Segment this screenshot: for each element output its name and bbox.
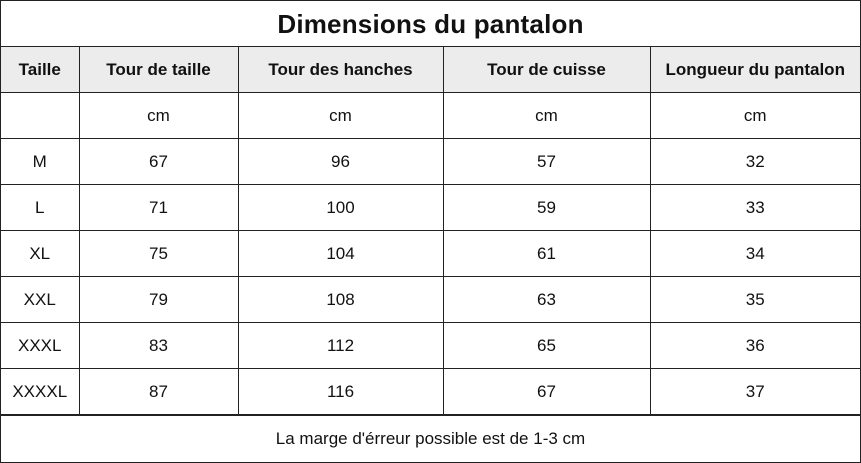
hips-cell: 100 — [237, 184, 444, 231]
waist-cell: 83 — [78, 322, 239, 369]
unit-cell: cm — [649, 92, 860, 139]
size-cell: XXXL — [1, 322, 80, 369]
header-row: Taille Tour de taille Tour des hanches T… — [1, 47, 860, 93]
hips-cell: 108 — [237, 276, 444, 323]
hips-cell: 116 — [237, 368, 444, 415]
header-waist: Tour de taille — [78, 47, 239, 93]
length-cell: 37 — [649, 368, 860, 415]
length-cell: 33 — [649, 184, 860, 231]
thigh-cell: 57 — [442, 138, 651, 185]
waist-cell: 71 — [78, 184, 239, 231]
unit-cell — [1, 92, 80, 139]
error-margin-note: La marge d'érreur possible est de 1-3 cm — [1, 415, 860, 462]
size-cell: XL — [1, 230, 80, 277]
thigh-cell: 61 — [442, 230, 651, 277]
hips-cell: 96 — [237, 138, 444, 185]
unit-cell: cm — [237, 92, 444, 139]
size-cell: L — [1, 184, 80, 231]
size-cell: XXXXL — [1, 368, 80, 415]
waist-cell: 75 — [78, 230, 239, 277]
waist-cell: 87 — [78, 368, 239, 415]
length-cell: 34 — [649, 230, 860, 277]
chart-title: Dimensions du pantalon — [1, 1, 860, 47]
size-cell: M — [1, 138, 80, 185]
table-row: L 71 100 59 33 — [1, 184, 860, 231]
waist-cell: 67 — [78, 138, 239, 185]
header-hips: Tour des hanches — [237, 47, 444, 93]
table-row: XL 75 104 61 34 — [1, 230, 860, 277]
size-cell: XXL — [1, 276, 80, 323]
header-size: Taille — [1, 47, 80, 93]
thigh-cell: 65 — [442, 322, 651, 369]
table-row: XXXL 83 112 65 36 — [1, 322, 860, 369]
thigh-cell: 63 — [442, 276, 651, 323]
table-row: XXXXL 87 116 67 37 — [1, 368, 860, 415]
hips-cell: 104 — [237, 230, 444, 277]
length-cell: 35 — [649, 276, 860, 323]
header-thigh: Tour de cuisse — [442, 47, 651, 93]
length-cell: 36 — [649, 322, 860, 369]
thigh-cell: 67 — [442, 368, 651, 415]
unit-cell: cm — [78, 92, 239, 139]
length-cell: 32 — [649, 138, 860, 185]
units-row: cm cm cm cm — [1, 92, 860, 139]
hips-cell: 112 — [237, 322, 444, 369]
table-row: XXL 79 108 63 35 — [1, 276, 860, 323]
header-length: Longueur du pantalon — [649, 47, 860, 93]
waist-cell: 79 — [78, 276, 239, 323]
unit-cell: cm — [442, 92, 651, 139]
thigh-cell: 59 — [442, 184, 651, 231]
table-row: M 67 96 57 32 — [1, 138, 860, 185]
size-table: Taille Tour de taille Tour des hanches T… — [1, 47, 860, 415]
